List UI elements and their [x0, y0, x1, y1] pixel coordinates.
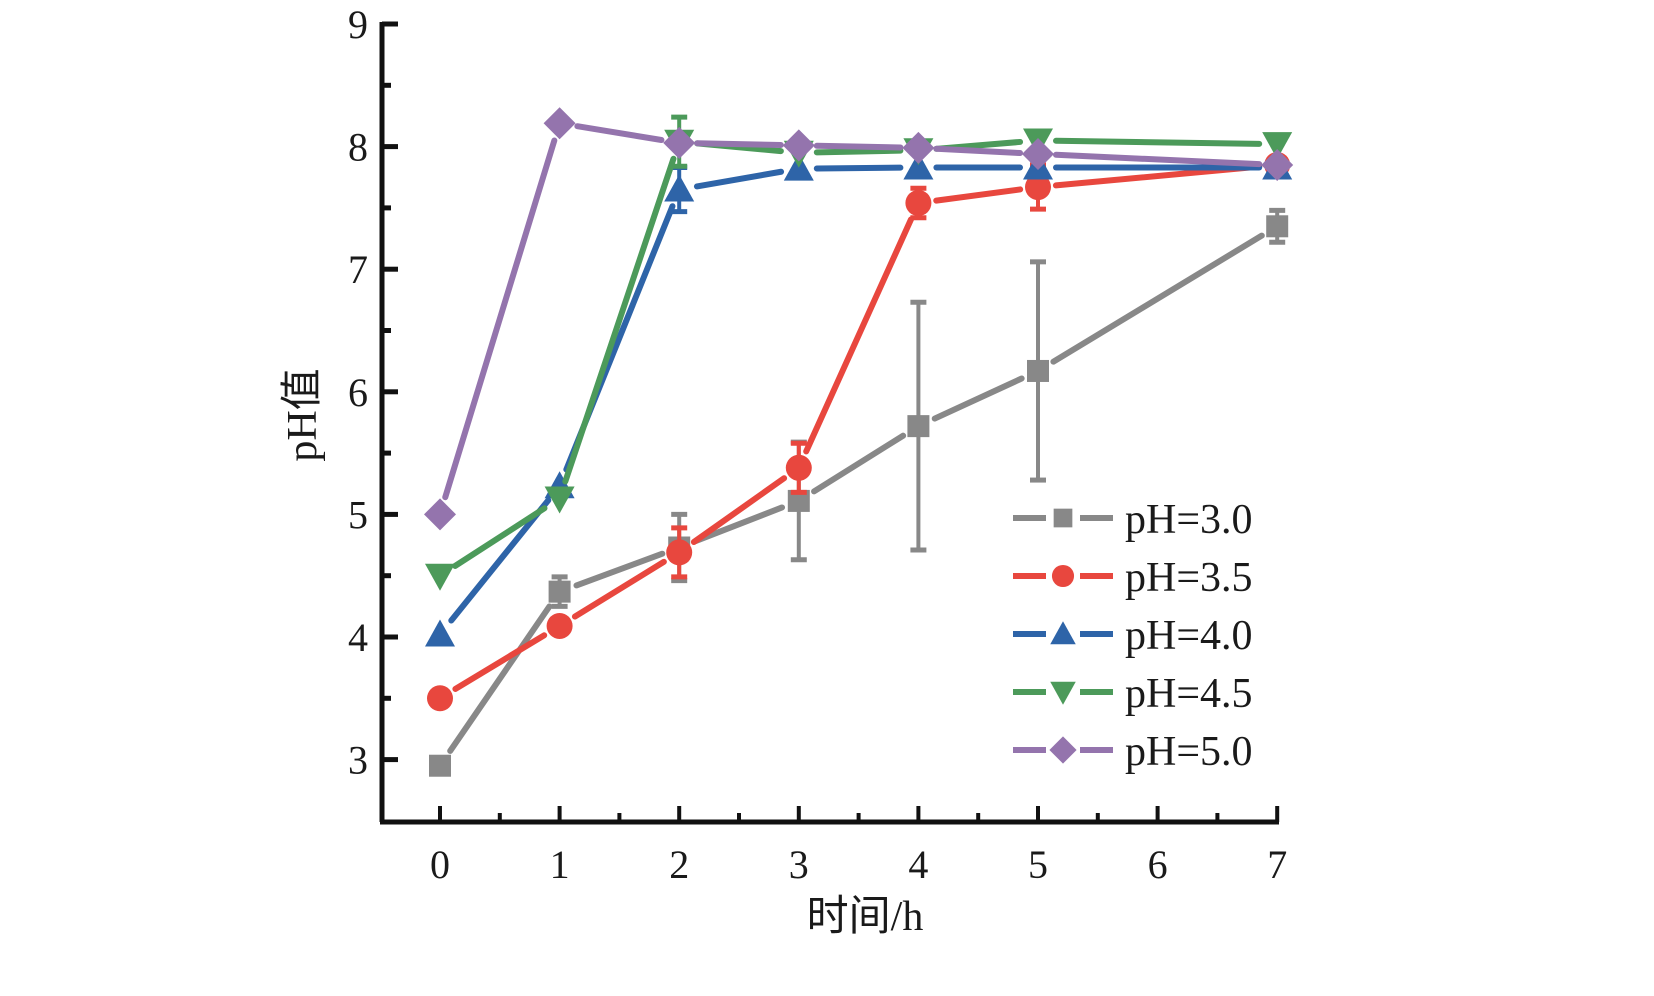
series-line-segment — [571, 558, 667, 620]
series-line-segment — [690, 475, 788, 546]
y-tick-label: 8 — [348, 125, 368, 170]
series-line-segment — [574, 123, 665, 144]
legend: pH=3.0 pH=3.5 pH=4.0 pH=4.5 pH=5.0 — [1013, 497, 1253, 775]
data-point — [664, 174, 695, 202]
y-tick-label: 9 — [348, 2, 368, 47]
axes-layer: 3 4 5 6 7 8 9 0 1 2 3 4 5 6 7 时间/h pH值 — [280, 2, 1287, 940]
x-tick-label: 0 — [430, 842, 450, 887]
data-point — [787, 489, 810, 512]
series-line-segment — [813, 164, 904, 172]
data-point — [425, 563, 455, 591]
series-pH-3-0 — [429, 207, 1289, 777]
legend-square-icon — [1053, 508, 1073, 528]
data-point — [1027, 359, 1049, 382]
series-pH-4-0 — [425, 152, 1293, 647]
data-point — [903, 152, 934, 180]
legend-label: pH=4.0 — [1125, 613, 1253, 659]
series-line-segment — [813, 142, 904, 151]
legend-item: pH=4.5 — [1013, 671, 1253, 717]
data-point — [425, 619, 455, 647]
y-axis-title: pH值 — [280, 368, 326, 461]
x-ticks: 0 1 2 3 4 5 6 7 — [430, 806, 1287, 887]
series-line-segment — [573, 550, 666, 589]
series-line-segment — [1052, 151, 1263, 168]
data-layer — [424, 107, 1294, 777]
legend-item: pH=4.0 — [1013, 613, 1253, 659]
data-point — [663, 126, 696, 159]
y-ticks: 3 4 5 6 7 8 9 — [348, 2, 398, 783]
y-tick-label: 6 — [348, 370, 368, 415]
x-tick-label: 3 — [789, 842, 809, 887]
series-line-segment — [694, 140, 784, 149]
series-line-segment — [448, 497, 552, 624]
series-line-segment — [931, 375, 1025, 422]
x-tick-label: 6 — [1148, 842, 1168, 887]
y-tick-label: 5 — [348, 492, 368, 537]
data-point — [1266, 215, 1289, 238]
y-tick-label: 3 — [348, 738, 368, 783]
y-tick-label: 7 — [348, 247, 368, 292]
series-line-segment — [693, 168, 785, 190]
data-point — [907, 415, 930, 438]
data-point — [1261, 148, 1294, 181]
y-tick-label: 4 — [348, 615, 368, 660]
series-line-segment — [1050, 232, 1265, 365]
series-line-segment — [933, 145, 1024, 157]
series-line-segment — [452, 505, 548, 569]
x-tick-label: 2 — [669, 842, 689, 887]
data-point — [427, 685, 453, 712]
x-axis-title: 时间/h — [807, 894, 924, 940]
legend-label: pH=4.5 — [1125, 671, 1253, 717]
data-point — [544, 486, 575, 514]
legend-label: pH=5.0 — [1125, 729, 1253, 775]
legend-item: pH=3.5 — [1013, 555, 1253, 601]
data-point — [548, 580, 571, 603]
legend-triangle-up-icon — [1050, 621, 1076, 645]
series-line-segment — [562, 155, 677, 485]
x-tick-label: 4 — [908, 842, 928, 887]
series-line-segment — [447, 603, 553, 754]
data-point — [666, 539, 693, 566]
series-line-segment — [1052, 137, 1263, 147]
legend-label: pH=3.5 — [1125, 555, 1253, 601]
data-point — [785, 454, 812, 481]
data-point — [902, 131, 935, 164]
legend-label: pH=3.0 — [1125, 497, 1253, 543]
data-point — [424, 498, 456, 531]
data-point — [1022, 137, 1054, 170]
legend-diamond-icon — [1049, 736, 1077, 764]
series-line-segment — [452, 632, 548, 692]
data-point — [546, 612, 573, 639]
series-line-segment — [811, 432, 907, 495]
x-tick-label: 1 — [550, 842, 570, 887]
data-point — [1025, 174, 1051, 201]
legend-triangle-down-icon — [1050, 681, 1076, 705]
series-line-segment — [803, 216, 914, 455]
series-line-segment — [933, 186, 1024, 204]
series-pH-5-0 — [424, 107, 1294, 531]
data-point — [543, 107, 576, 140]
data-point — [429, 754, 451, 777]
series-line-segment — [813, 147, 904, 156]
legend-circle-icon — [1051, 564, 1075, 588]
data-point — [782, 129, 815, 162]
x-tick-label: 5 — [1028, 842, 1048, 887]
data-point — [1262, 132, 1293, 160]
data-point — [905, 189, 932, 216]
series-line-segment — [442, 137, 558, 501]
x-tick-label: 7 — [1267, 842, 1287, 887]
legend-item: pH=5.0 — [1013, 729, 1253, 775]
legend-item: pH=3.0 — [1013, 497, 1253, 543]
series-line-segment — [692, 504, 786, 544]
